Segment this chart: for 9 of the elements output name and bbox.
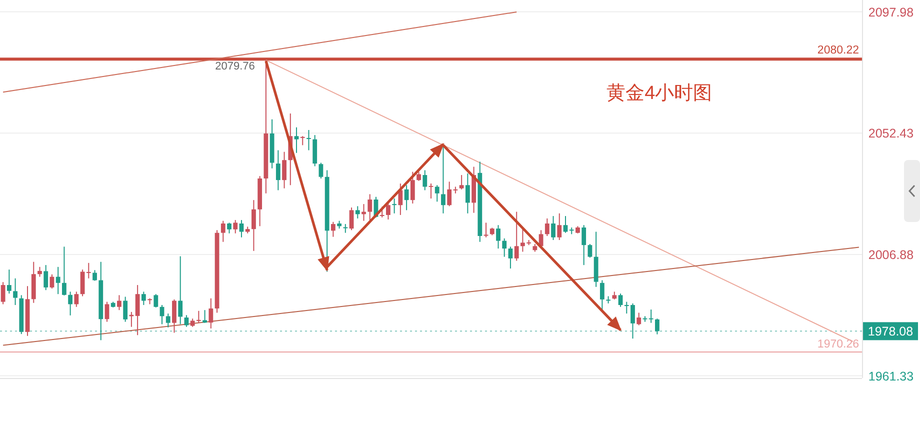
annotation: 2079.76 xyxy=(215,60,255,72)
y-tick-label: 2006.88 xyxy=(868,248,914,262)
y-tick-label: 2097.98 xyxy=(868,5,914,20)
y-tick-label: 2052.43 xyxy=(868,126,914,141)
y-tick-label: 1961.33 xyxy=(868,369,914,384)
ref-line-label: 1970.26 xyxy=(817,338,859,350)
price-tag-label: 1978.08 xyxy=(868,324,914,339)
ref-line-label: 2080.22 xyxy=(817,44,859,57)
title: 黄金4小时图 xyxy=(606,83,712,104)
